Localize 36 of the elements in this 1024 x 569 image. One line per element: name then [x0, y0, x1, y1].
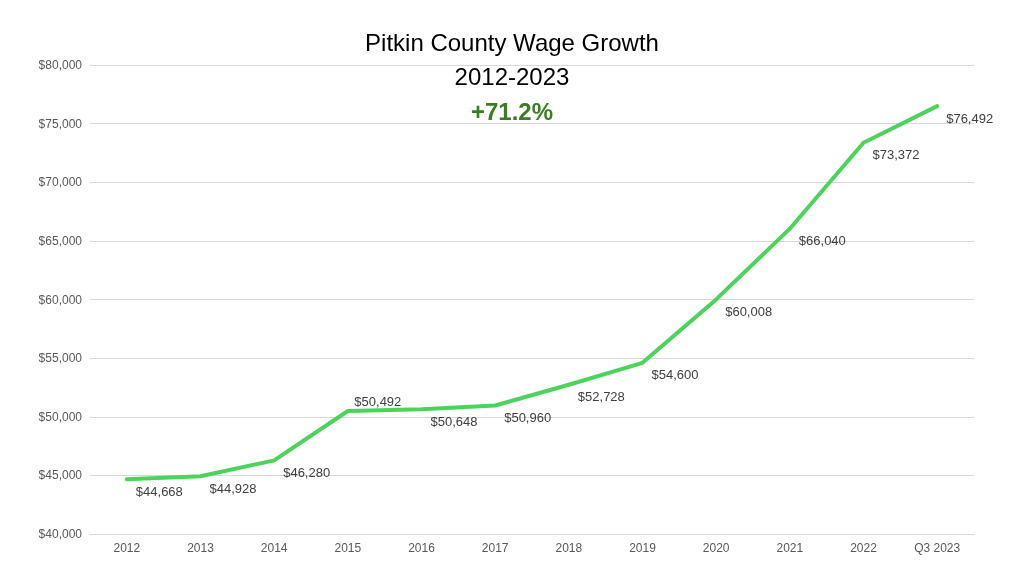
y-tick-label: $55,000 — [38, 351, 83, 366]
text: +71.2% — [470, 97, 554, 125]
data-label: $44,668 — [135, 483, 183, 499]
line-series — [124, 104, 940, 482]
x-tick-label: 2018 — [555, 541, 583, 555]
data-label: $52,728 — [577, 389, 625, 405]
data-label: $76,492 — [946, 110, 994, 126]
x-tick-label: 2015 — [334, 541, 362, 555]
data-label: $60,008 — [725, 303, 773, 319]
x-tick-label: 2022 — [850, 541, 878, 555]
y-tick-label: $65,000 — [38, 233, 83, 248]
data-label: $50,648 — [430, 413, 478, 429]
y-tick-label: $75,000 — [38, 116, 83, 131]
y-tick-label: $70,000 — [38, 175, 83, 190]
data-label: $73,372 — [872, 147, 920, 163]
y-tick-label: $60,000 — [38, 292, 83, 307]
x-tick-label: 2012 — [113, 541, 141, 555]
data-label: $54,600 — [651, 367, 699, 383]
data-label: $44,928 — [209, 480, 257, 496]
y-tick-label: $45,000 — [38, 468, 83, 483]
x-tick-label: 2017 — [481, 541, 509, 555]
x-tick-label: Q3 2023 — [914, 541, 961, 555]
y-tick-label: $40,000 — [38, 527, 83, 541]
x-tick-label: 2014 — [260, 541, 288, 555]
y-tick-label: $50,000 — [38, 409, 83, 424]
x-tick-label: 2016 — [408, 541, 436, 555]
data-label: $50,960 — [504, 409, 552, 425]
data-label: $66,040 — [798, 233, 846, 249]
y-tick-label: $80,000 — [38, 58, 83, 72]
chart-title: Pitkin County Wage Growth 2012-2023 — [365, 28, 659, 90]
x-tick-label: 2019 — [629, 541, 657, 555]
data-label: $46,280 — [283, 464, 331, 480]
x-tick-label: 2013 — [187, 541, 215, 555]
data-label: $50,492 — [354, 393, 402, 409]
x-tick-label: 2021 — [776, 541, 804, 555]
x-tick-label: 2020 — [702, 541, 730, 555]
